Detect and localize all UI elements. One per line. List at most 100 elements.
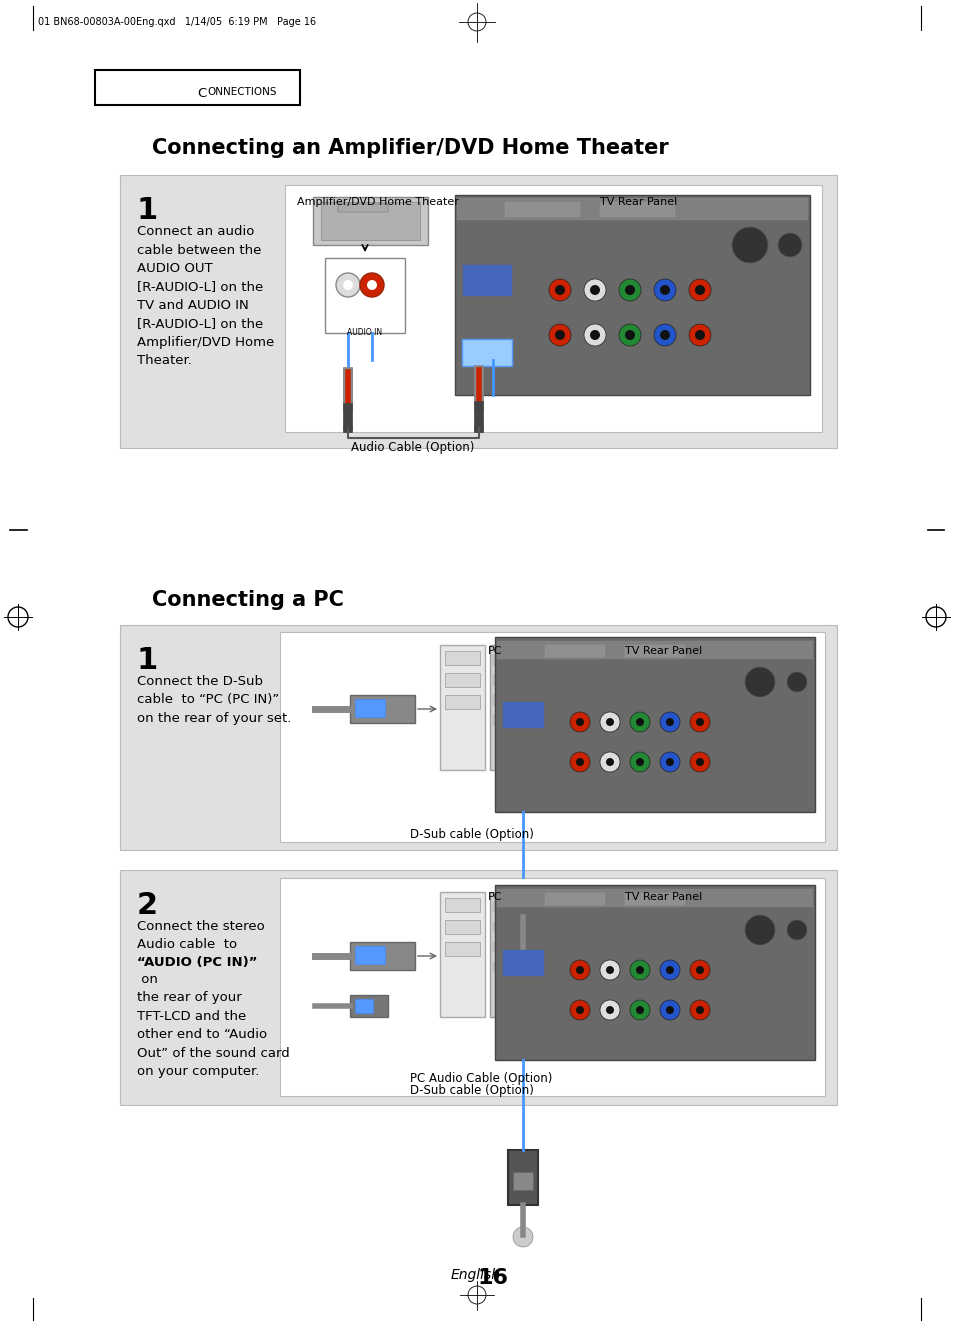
Circle shape (654, 324, 676, 346)
Circle shape (624, 330, 635, 340)
Circle shape (636, 758, 643, 766)
Circle shape (605, 1006, 614, 1014)
Text: C: C (196, 86, 206, 100)
FancyBboxPatch shape (501, 700, 543, 728)
Circle shape (665, 1006, 673, 1014)
Text: on
the rear of your
TFT-LCD and the
other end to “Audio
Out” of the sound card
o: on the rear of your TFT-LCD and the othe… (137, 973, 290, 1079)
Bar (493, 695, 520, 704)
FancyBboxPatch shape (313, 197, 428, 245)
Bar (513, 1172, 533, 1189)
Circle shape (359, 272, 384, 296)
Circle shape (665, 718, 673, 726)
Circle shape (548, 324, 571, 346)
Circle shape (599, 999, 619, 1019)
Bar (444, 898, 479, 912)
Circle shape (618, 279, 640, 300)
Bar (120, 175, 836, 448)
FancyBboxPatch shape (461, 339, 512, 365)
Bar (444, 672, 479, 687)
Circle shape (605, 966, 614, 974)
Circle shape (599, 712, 619, 732)
Bar (350, 695, 415, 723)
Circle shape (629, 999, 649, 1019)
Circle shape (696, 718, 703, 726)
Circle shape (624, 284, 635, 295)
Circle shape (576, 718, 583, 726)
Circle shape (659, 999, 679, 1019)
Circle shape (688, 324, 710, 346)
Circle shape (576, 758, 583, 766)
Bar (493, 655, 520, 664)
Circle shape (555, 284, 564, 295)
Text: PC: PC (487, 646, 501, 657)
FancyBboxPatch shape (461, 264, 512, 296)
Circle shape (343, 280, 353, 290)
Bar (493, 942, 520, 952)
Bar (493, 902, 520, 912)
Circle shape (696, 1006, 703, 1014)
Text: D-Sub cable (Option): D-Sub cable (Option) (410, 1084, 534, 1096)
Bar (439, 645, 484, 769)
Circle shape (569, 752, 589, 772)
Bar (507, 877, 537, 917)
Text: PC Audio Cable (Option): PC Audio Cable (Option) (410, 1073, 552, 1084)
Text: Connect the D-Sub
cable  to “PC (PC IN)”
on the rear of your set.: Connect the D-Sub cable to “PC (PC IN)” … (137, 675, 291, 726)
Bar (493, 715, 520, 726)
Circle shape (688, 279, 710, 300)
Circle shape (696, 758, 703, 766)
Text: TV Rear Panel: TV Rear Panel (624, 646, 701, 657)
Circle shape (555, 330, 564, 340)
FancyBboxPatch shape (501, 949, 543, 975)
Circle shape (786, 920, 806, 940)
Text: 16: 16 (477, 1268, 509, 1288)
Circle shape (618, 324, 640, 346)
Circle shape (335, 272, 359, 296)
Text: 1: 1 (137, 646, 158, 675)
Bar (350, 942, 415, 970)
Bar (495, 885, 814, 1061)
Bar (280, 633, 824, 843)
Circle shape (778, 233, 801, 256)
Bar (544, 645, 604, 657)
Bar (325, 258, 405, 334)
Bar (495, 637, 814, 812)
Bar (490, 645, 524, 769)
Bar (497, 889, 812, 906)
Circle shape (659, 330, 669, 340)
Circle shape (367, 280, 376, 290)
Circle shape (786, 672, 806, 692)
Circle shape (665, 966, 673, 974)
Circle shape (589, 330, 599, 340)
Text: Connect an audio
cable between the
AUDIO OUT
[R-AUDIO-L] on the
TV and AUDIO IN
: Connect an audio cable between the AUDIO… (137, 225, 274, 368)
Bar (490, 892, 524, 1017)
Bar (455, 195, 809, 395)
Circle shape (689, 960, 709, 979)
Circle shape (744, 914, 774, 945)
Circle shape (569, 712, 589, 732)
Circle shape (636, 718, 643, 726)
Circle shape (583, 279, 605, 300)
Circle shape (665, 758, 673, 766)
Text: “AUDIO (PC IN)”: “AUDIO (PC IN)” (137, 956, 257, 969)
Bar (599, 202, 675, 217)
Bar (493, 922, 520, 932)
Circle shape (659, 712, 679, 732)
Bar (444, 651, 479, 664)
Text: TV Rear Panel: TV Rear Panel (599, 197, 677, 207)
Bar (95, 70, 299, 105)
Circle shape (599, 960, 619, 979)
Bar (444, 942, 479, 956)
Bar (513, 914, 533, 928)
Circle shape (629, 960, 649, 979)
Text: 2: 2 (137, 890, 158, 920)
Bar (493, 675, 520, 684)
Bar (320, 202, 419, 241)
Text: Amplifier/DVD Home Theater: Amplifier/DVD Home Theater (296, 197, 458, 207)
Circle shape (629, 752, 649, 772)
Text: D-Sub cable (Option): D-Sub cable (Option) (410, 828, 534, 841)
Circle shape (695, 284, 704, 295)
Circle shape (696, 966, 703, 974)
Bar (120, 870, 836, 1104)
Circle shape (689, 999, 709, 1019)
Circle shape (343, 423, 353, 433)
